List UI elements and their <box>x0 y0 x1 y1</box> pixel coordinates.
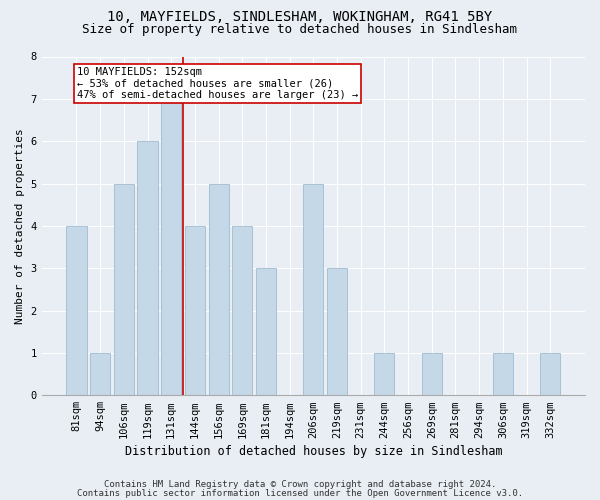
Text: Contains HM Land Registry data © Crown copyright and database right 2024.: Contains HM Land Registry data © Crown c… <box>104 480 496 489</box>
Text: Size of property relative to detached houses in Sindlesham: Size of property relative to detached ho… <box>83 22 517 36</box>
Bar <box>327 268 347 395</box>
Bar <box>185 226 205 395</box>
Text: 10 MAYFIELDS: 152sqm
← 53% of detached houses are smaller (26)
47% of semi-detac: 10 MAYFIELDS: 152sqm ← 53% of detached h… <box>77 67 358 100</box>
Bar <box>90 353 110 395</box>
Y-axis label: Number of detached properties: Number of detached properties <box>15 128 25 324</box>
Bar <box>209 184 229 395</box>
Text: Contains public sector information licensed under the Open Government Licence v3: Contains public sector information licen… <box>77 490 523 498</box>
Bar <box>303 184 323 395</box>
Bar <box>422 353 442 395</box>
Bar <box>256 268 276 395</box>
Bar <box>374 353 394 395</box>
Bar <box>137 141 158 395</box>
Bar <box>161 99 181 395</box>
Bar <box>114 184 134 395</box>
Bar <box>540 353 560 395</box>
X-axis label: Distribution of detached houses by size in Sindlesham: Distribution of detached houses by size … <box>125 444 502 458</box>
Text: 10, MAYFIELDS, SINDLESHAM, WOKINGHAM, RG41 5BY: 10, MAYFIELDS, SINDLESHAM, WOKINGHAM, RG… <box>107 10 493 24</box>
Bar <box>232 226 253 395</box>
Bar <box>67 226 86 395</box>
Bar <box>493 353 513 395</box>
